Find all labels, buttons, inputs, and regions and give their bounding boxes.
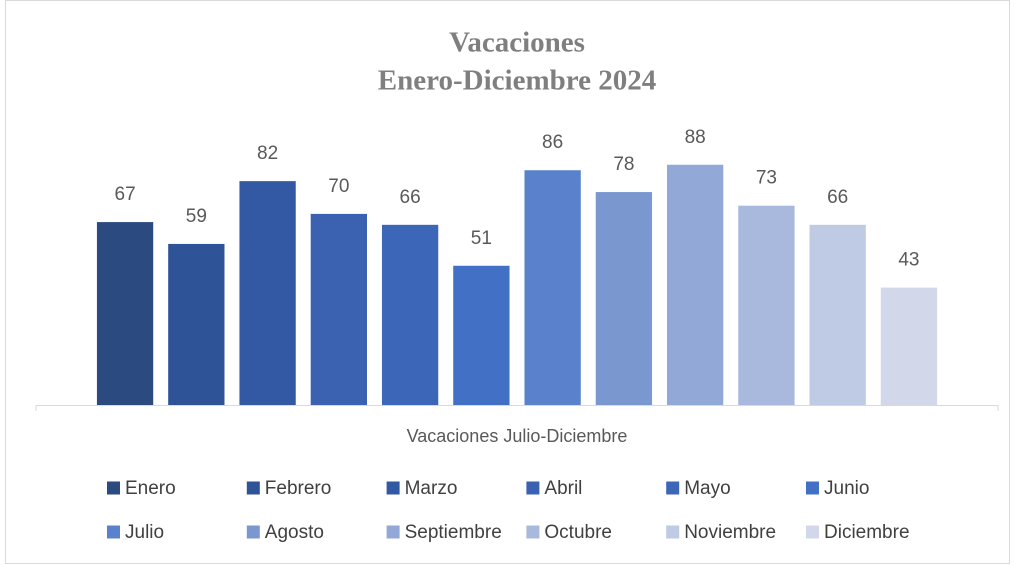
data-label: 51 xyxy=(471,228,492,249)
legend-label: Agosto xyxy=(265,522,324,543)
bar xyxy=(880,287,938,405)
bar xyxy=(809,224,866,405)
data-label: 73 xyxy=(756,168,777,189)
bar xyxy=(453,265,510,405)
legend-swatch xyxy=(246,525,260,539)
legend-swatch xyxy=(386,525,400,539)
data-label: 66 xyxy=(827,187,848,208)
legend-swatch xyxy=(386,481,400,495)
legend-swatch xyxy=(806,525,819,539)
bar xyxy=(310,213,367,405)
data-label: 78 xyxy=(613,154,634,175)
legend-label: Enero xyxy=(125,478,176,499)
x-tick-label: Vacaciones Julio-Diciembre xyxy=(407,426,628,446)
bar xyxy=(524,170,581,405)
legend-label: Diciembre xyxy=(824,522,910,543)
legend-label: Febrero xyxy=(265,478,332,499)
data-label: 43 xyxy=(898,250,919,271)
legend-swatch xyxy=(806,481,819,495)
bar xyxy=(168,243,225,405)
chart-subtitle: Enero-Diciembre 2024 xyxy=(378,65,656,97)
legend-label: Mayo xyxy=(684,478,730,499)
data-label: 82 xyxy=(257,143,278,164)
legend-swatch xyxy=(246,481,260,495)
legend-label: Septiembre xyxy=(405,522,502,543)
data-label: 66 xyxy=(400,187,421,208)
legend-label: Abril xyxy=(544,478,582,499)
legend-swatch xyxy=(526,525,540,539)
legend-swatch xyxy=(107,481,120,495)
legend-label: Octubre xyxy=(544,522,612,543)
legend-swatch xyxy=(107,525,120,539)
chart-title: Vacaciones xyxy=(449,27,585,59)
legend-label: Junio xyxy=(824,478,869,499)
data-label: 88 xyxy=(685,127,706,148)
bar xyxy=(595,192,653,405)
data-label: 59 xyxy=(186,206,207,227)
bar xyxy=(667,164,724,405)
legend-swatch xyxy=(666,525,680,539)
bar xyxy=(96,222,154,405)
legend-label: Julio xyxy=(125,522,164,543)
data-label: 86 xyxy=(542,132,563,153)
legend-swatch xyxy=(526,481,540,495)
legend-label: Marzo xyxy=(405,478,458,499)
data-label: 67 xyxy=(115,184,136,205)
bar xyxy=(738,205,795,405)
legend-label: Noviembre xyxy=(684,522,776,543)
bar xyxy=(381,224,439,405)
data-label: 70 xyxy=(328,176,349,197)
legend-swatch xyxy=(666,481,680,495)
bar xyxy=(239,181,296,405)
